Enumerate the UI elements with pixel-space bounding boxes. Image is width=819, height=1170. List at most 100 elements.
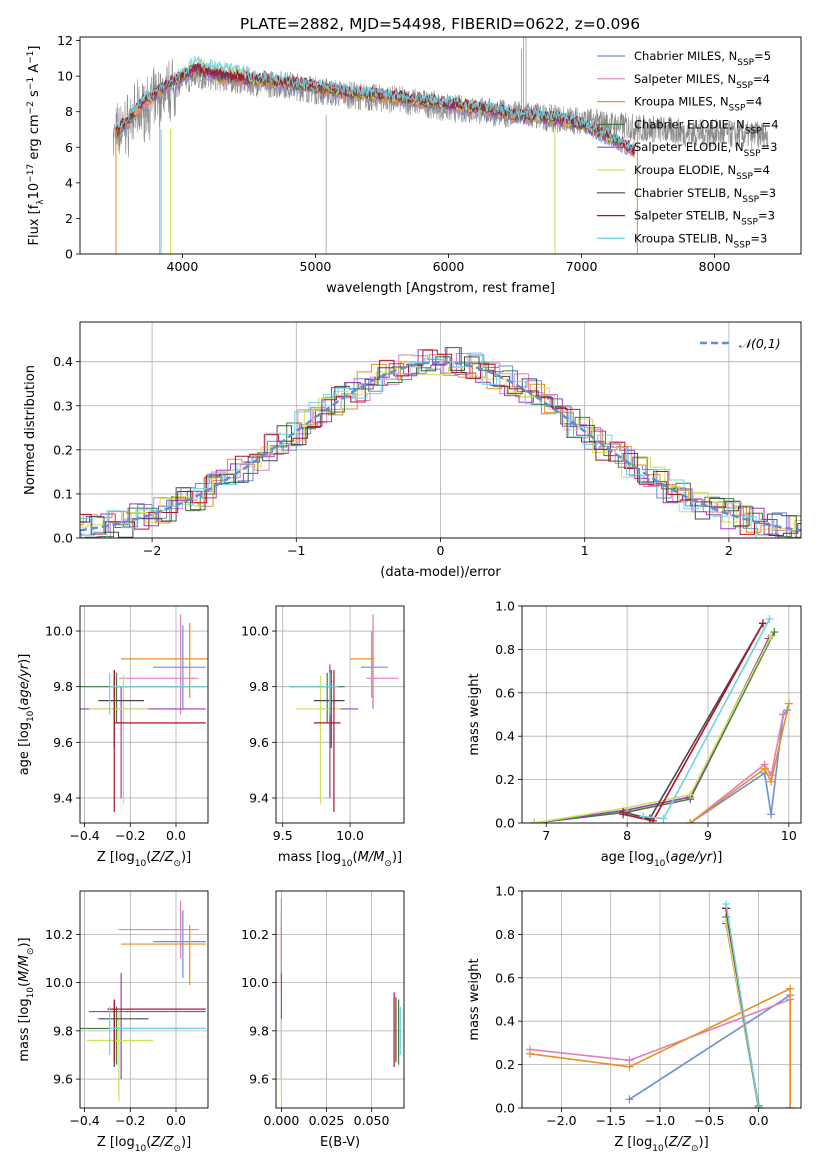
weight-series: [722, 900, 763, 1108]
y-tick-label: 0.2: [53, 442, 73, 457]
label-part: )]: [699, 1135, 709, 1150]
legend-label: 𝒩(0,1): [739, 336, 781, 351]
label-part: SSP: [744, 149, 761, 159]
weight-line: [629, 994, 791, 1100]
y-tick-label: 2: [65, 211, 73, 226]
legend-label: Chabrier STELIB, NSSP=3: [634, 186, 776, 205]
y-tick-label: 0.2: [495, 772, 515, 787]
label-part: mass [log: [17, 998, 32, 1061]
y-tick-label: 10.0: [241, 624, 269, 639]
y-tick-label: 9.8: [53, 679, 73, 694]
y-tick-label: 9.4: [53, 790, 73, 805]
errorbar-point: [80, 1006, 206, 1065]
x-tick-label: 8: [623, 828, 631, 843]
label-part: )]: [392, 850, 402, 865]
y-tick-label: 1.0: [495, 884, 515, 899]
errorbar-point: [121, 622, 208, 698]
histogram-series: [80, 354, 801, 538]
label-part: −1: [26, 77, 36, 90]
x-axis-label: wavelength [Angstrom, rest frame]: [326, 281, 555, 296]
errorbar-point: [118, 900, 199, 959]
y-tick-label: 9.6: [249, 735, 269, 750]
axes-frame: [275, 605, 405, 824]
label-part: =4: [753, 163, 770, 177]
label-part: (: [665, 850, 670, 865]
label-part: =3: [759, 186, 776, 200]
weight-series: [530, 634, 773, 823]
label-part: =3: [750, 231, 767, 245]
label-part: (: [146, 1135, 151, 1150]
normal-curve: [80, 360, 801, 532]
x-axis-label: E(B-V): [320, 1135, 360, 1150]
label-part: ⊙: [384, 859, 392, 869]
weight-line: [533, 636, 772, 823]
x-tick-label: 8000: [699, 259, 731, 274]
label-part: ⊙: [173, 1144, 181, 1154]
axes-frame: [521, 605, 802, 824]
weight-series: [722, 917, 763, 1108]
x-tick-label: 0.0: [166, 1113, 186, 1128]
errorbar-point: [153, 625, 206, 709]
x-tick-label: 9: [704, 828, 712, 843]
y-axis-label: age [log10(age/yr)]: [17, 654, 36, 776]
y-tick-label: 9.8: [249, 1023, 269, 1038]
x-tick-label: −2.0: [546, 1113, 576, 1128]
label-part: Salpeter ELODIE, N: [634, 140, 744, 154]
x-tick-label: 2: [725, 543, 733, 558]
weight-line: [689, 714, 784, 823]
x-tick-label: 5000: [300, 259, 332, 274]
x-tick-label: −0.5: [694, 1113, 724, 1128]
x-tick-label: 7: [542, 828, 550, 843]
label-part: =4: [745, 95, 762, 109]
x-tick-label: −0.4: [69, 828, 99, 843]
errorbar-point: [289, 672, 338, 715]
label-part: s: [27, 90, 42, 101]
y-tick-label: 0.4: [495, 1014, 515, 1029]
label-part: SSP: [742, 195, 759, 205]
histogram-series: [80, 347, 801, 538]
x-tick-label: 10: [781, 828, 797, 843]
axes-frame: [79, 890, 209, 1109]
weight-series: [686, 706, 792, 823]
y-tick-label: 1.0: [495, 599, 515, 614]
figure-title: PLATE=2882, MJD=54498, FIBERID=0622, z=0…: [240, 15, 640, 33]
z_vs_age-panel: −0.4 −0.2 0.09.49.69.810.0Z [log10(Z/Z⊙)]a…: [17, 605, 209, 869]
label-part: M/M: [17, 955, 32, 982]
label-part: Z/Z: [150, 1135, 174, 1150]
weight-marker: [767, 777, 776, 786]
label-part: Salpeter STELIB, N: [634, 209, 741, 223]
label-part: 10: [135, 859, 147, 869]
weight-marker: [525, 1049, 534, 1058]
weight-line: [643, 618, 771, 820]
y-tick-label: 0.6: [495, 970, 515, 985]
x-tick-label: −0.4: [69, 1113, 99, 1128]
weight-marker: [625, 1095, 634, 1104]
histogram-series: [80, 349, 801, 536]
legend-label: Salpeter MILES, NSSP=4: [634, 72, 770, 91]
weight-marker: [786, 984, 795, 993]
y-tick-label: 10.2: [45, 927, 73, 942]
weight-marker: [659, 814, 668, 823]
label-part: Chabrier ELODIE, N: [634, 117, 745, 131]
label-part: Z [log: [614, 1135, 652, 1150]
y-tick-label: 9.6: [53, 1072, 73, 1087]
histogram-series: [80, 347, 801, 538]
label-part: Z [log: [97, 1135, 135, 1150]
label-part: −2: [26, 101, 36, 114]
x-tick-label: 4000: [167, 259, 199, 274]
histogram-series: [80, 366, 801, 531]
label-part: age/yr: [670, 850, 713, 865]
weight-line: [533, 638, 770, 823]
model-spectrum-line: [115, 55, 636, 151]
axes-frame: [79, 36, 802, 255]
y-tick-label: 9.8: [53, 1023, 73, 1038]
label-part: =5: [754, 49, 771, 63]
weight-marker: [758, 619, 767, 628]
residuals-panel: −2 −1 0 1 2 0.0 0.1 0.2 0.3 0.4 (data-model)/error…: [23, 321, 802, 580]
y-tick-label: 10.0: [45, 975, 73, 990]
y-tick-label: 10.0: [241, 975, 269, 990]
weight-marker: [786, 1104, 795, 1108]
y-tick-label: 0.0: [495, 816, 515, 831]
errorbar-point: [121, 924, 206, 986]
